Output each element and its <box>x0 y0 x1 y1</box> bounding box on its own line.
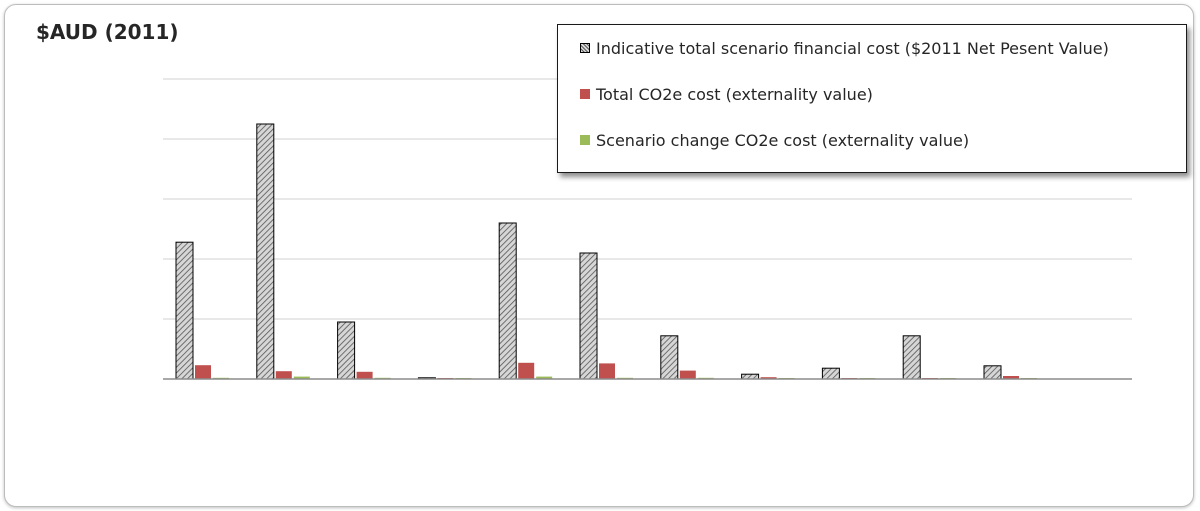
bar-total-co2e-cost <box>1003 376 1019 379</box>
bar-financial-cost <box>337 321 356 380</box>
bar-total-co2e-cost <box>679 370 696 379</box>
bar-total-co2e-cost <box>275 371 292 379</box>
bar-total-co2e-cost <box>760 377 777 379</box>
bar-total-co2e-cost <box>518 362 535 379</box>
legend: Indicative total scenario financial cost… <box>557 24 1187 173</box>
bar-scenario-change-co2e-cost <box>293 376 310 379</box>
legend-swatch-red <box>580 89 590 99</box>
bar-financial-cost <box>579 252 598 380</box>
legend-label: Scenario change CO2e cost (externality v… <box>596 130 970 150</box>
legend-label: Total CO2e cost (externality value) <box>596 84 873 104</box>
bar-total-co2e-cost <box>599 363 615 379</box>
legend-swatch-green <box>580 135 590 145</box>
legend-item-scenario-change-co2e: Scenario change CO2e cost (externality v… <box>580 128 969 152</box>
bar-financial-cost <box>660 335 679 380</box>
y-axis-label: $AUD (2011) <box>36 20 179 44</box>
bar-scenario-change-co2e-cost <box>536 376 553 379</box>
legend-label: Indicative total scenario financial cost… <box>596 38 1109 58</box>
legend-item-financial-cost: Indicative total scenario financial cost… <box>580 36 1109 60</box>
bar-financial-cost <box>821 367 840 380</box>
legend-item-total-co2e: Total CO2e cost (externality value) <box>580 82 873 106</box>
bar-total-co2e-cost <box>356 371 373 379</box>
bar-financial-cost <box>256 123 275 380</box>
bar-financial-cost <box>902 335 921 380</box>
legend-swatch-hatched <box>580 43 590 53</box>
bar-total-co2e-cost <box>195 365 211 379</box>
bar-financial-cost <box>498 222 517 380</box>
bars-group <box>175 123 1037 380</box>
bar-financial-cost <box>983 365 1002 380</box>
bar-financial-cost <box>175 241 194 380</box>
